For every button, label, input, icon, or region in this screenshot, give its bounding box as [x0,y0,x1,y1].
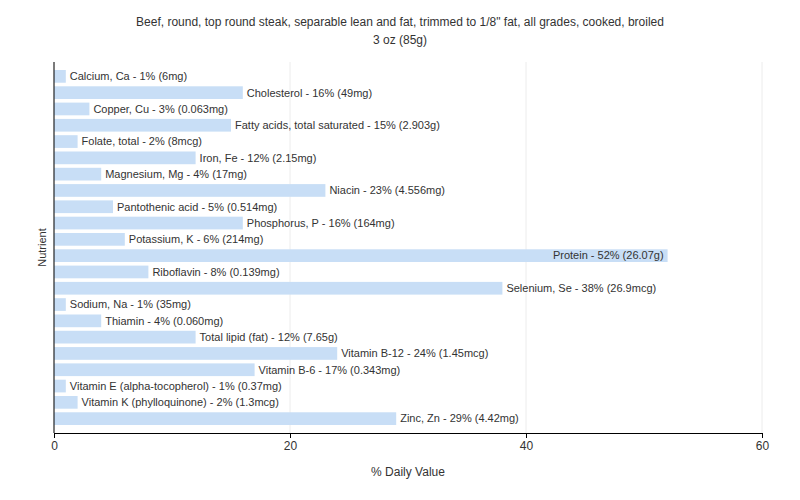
bar [54,314,101,327]
bar-label: Protein - 52% (26.07g) [553,249,664,261]
x-tick-mark [54,433,55,438]
bar-label: Vitamin E (alpha-tocopherol) - 1% (0.37m… [70,380,282,392]
bars [54,70,668,425]
x-tick-mark [762,433,763,438]
bar-label: Total lipid (fat) - 12% (7.65g) [200,331,338,343]
grid-line [290,62,291,433]
x-tick: 60 [756,433,770,453]
bar [54,298,66,311]
bar [54,363,255,376]
bar [54,282,502,295]
x-tick-mark [290,433,291,438]
bar-label: Riboflavin - 8% (0.139mg) [152,266,279,278]
x-tick-label: 0 [51,439,58,453]
bar [54,233,125,246]
bar [54,70,66,83]
bar-label: Vitamin B-12 - 24% (1.45mcg) [341,347,488,359]
bar-label: Zinc, Zn - 29% (4.42mg) [400,412,519,424]
bar [54,331,196,344]
bar [54,396,78,409]
bar-labels: Calcium, Ca - 1% (6mg) Cholesterol - 16% … [70,70,664,424]
bar [54,412,396,425]
bar [54,380,66,393]
grid-line [526,62,527,433]
bar-label: Thiamin - 4% (0.060mg) [105,315,223,327]
bar [54,119,231,132]
y-axis [54,62,55,433]
bar [54,86,243,99]
subtitle: 3 oz (85g) [373,33,427,47]
bar-label: Magnesium, Mg - 4% (17mg) [105,168,247,180]
bar [54,184,325,197]
x-axis: 0 20 40 60 [51,433,769,453]
x-tick: 0 [51,433,58,453]
bar-label: Sodium, Na - 1% (35mg) [70,298,191,310]
bar [54,347,337,360]
bar [54,168,101,181]
bar [54,200,113,213]
bar-label: Copper, Cu - 3% (0.063mg) [93,103,228,115]
title: Beef, round, top round steak, separable … [136,15,664,29]
x-tick-label: 20 [284,439,298,453]
bar-label: Pantothenic acid - 5% (0.514mg) [117,201,277,213]
bar-label: Iron, Fe - 12% (2.15mg) [200,152,317,164]
bar [54,103,89,116]
bar-label: Niacin - 23% (4.556mg) [329,184,445,196]
bar-label: Selenium, Se - 38% (26.9mcg) [506,282,656,294]
grid-line [762,62,763,433]
y-axis-line [54,62,55,433]
x-tick: 20 [284,433,298,453]
bar [54,151,196,164]
x-tick-label: 40 [520,439,534,453]
bar [54,249,668,262]
y-axis-title: Nutrient [36,228,48,267]
bar [54,135,78,148]
grid-line [54,62,55,433]
bar-label: Calcium, Ca - 1% (6mg) [70,70,187,82]
bar-label: Vitamin B-6 - 17% (0.343mg) [259,364,401,376]
bar-label: Phosphorus, P - 16% (164mg) [247,217,395,229]
x-axis-line [55,434,763,439]
x-axis-title: % Daily Value [371,465,445,479]
x-tick-mark [526,433,527,438]
bar [54,217,243,230]
x-tick: 40 [520,433,534,453]
bar-label: Potassium, K - 6% (214mg) [129,233,263,245]
plot: Calcium, Ca - 1% (6mg) Cholesterol - 16% … [51,62,769,453]
chart: Calcium, Ca - 1% (6mg) Cholesterol - 16% … [0,0,800,500]
bar-label: Vitamin K (phylloquinone) - 2% (1.3mcg) [82,396,279,408]
bar [54,266,148,279]
bar-label: Fatty acids, total saturated - 15% (2.90… [235,119,440,131]
grid [54,62,762,433]
bar-label: Cholesterol - 16% (49mg) [247,87,372,99]
x-tick-label: 60 [756,439,770,453]
bar-label: Folate, total - 2% (8mcg) [82,135,202,147]
